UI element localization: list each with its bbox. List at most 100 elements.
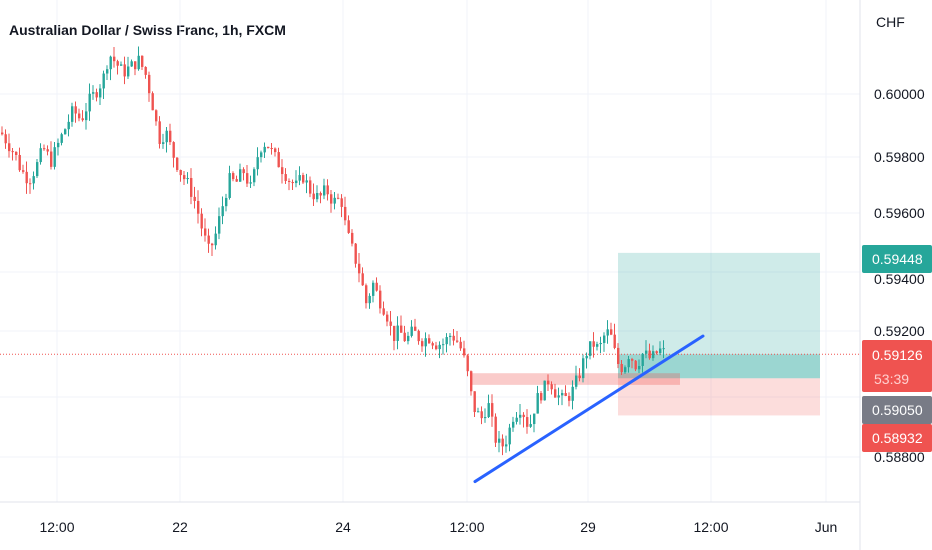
candle-body	[347, 220, 350, 233]
candle-body	[344, 206, 347, 221]
candle-body	[512, 421, 515, 428]
stop-price-label-bg	[862, 424, 932, 452]
candle-body	[197, 200, 200, 214]
candle-body	[81, 118, 84, 121]
current-price-label: 0.59126	[872, 347, 923, 363]
candle-body	[141, 55, 144, 67]
candle-body	[414, 326, 417, 331]
candle-body	[53, 147, 56, 167]
candle-body	[235, 179, 238, 182]
y-tick-label: 0.59800	[874, 149, 925, 165]
candle-body	[582, 358, 585, 379]
candle-body	[183, 175, 186, 180]
candle-body	[627, 359, 630, 368]
y-tick-label: 0.59400	[874, 271, 925, 287]
x-tick-label: 24	[335, 519, 351, 535]
candle-body	[242, 169, 245, 174]
candle-body	[15, 151, 18, 155]
candle-body	[361, 273, 364, 286]
candle-body	[456, 340, 459, 342]
candle-body	[74, 106, 77, 114]
candle-body	[211, 243, 214, 246]
candle-body	[1, 132, 4, 135]
candle-body	[85, 111, 88, 121]
candle-body	[302, 175, 305, 183]
candle-body	[550, 384, 553, 390]
current-price-tag-bg	[862, 340, 932, 392]
y-tick-label: 0.60000	[874, 86, 925, 102]
candle-body	[200, 213, 203, 229]
candle-body	[491, 403, 494, 417]
chart-title: Australian Dollar / Swiss Franc, 1h, FXC…	[9, 22, 286, 38]
position-highlight	[618, 354, 820, 379]
candle-body	[529, 424, 532, 427]
candle-body	[452, 335, 455, 341]
candle-body	[319, 193, 322, 196]
candle-body	[403, 332, 406, 342]
candle-body	[225, 197, 228, 207]
candle-body	[648, 350, 651, 359]
candle-body	[358, 263, 361, 274]
candle-body	[410, 326, 413, 336]
candle-body	[134, 61, 137, 70]
candle-body	[617, 347, 620, 364]
candle-body	[4, 134, 7, 144]
candle-body	[508, 427, 511, 445]
candle-body	[613, 334, 616, 348]
candle-body	[102, 73, 105, 89]
candle-body	[67, 121, 70, 130]
candle-body	[232, 173, 235, 180]
candle-body	[442, 344, 445, 346]
candle-body	[22, 170, 25, 172]
candle-body	[470, 371, 473, 392]
candle-body	[498, 438, 501, 443]
candle-body	[144, 66, 147, 75]
candle-body	[540, 393, 543, 401]
candle-body	[662, 348, 665, 350]
candle-body	[624, 367, 627, 373]
candle-body	[228, 173, 231, 198]
candle-body	[382, 308, 385, 315]
entry-price-label: 0.59050	[872, 402, 923, 418]
candle-body	[165, 130, 168, 143]
y-tick-label: 0.58800	[874, 449, 925, 465]
candle-body	[354, 243, 357, 264]
candle-body	[18, 154, 21, 171]
candle-body	[316, 193, 319, 200]
candle-body	[64, 129, 67, 135]
candle-body	[46, 149, 49, 152]
candle-body	[190, 177, 193, 197]
candle-body	[568, 395, 571, 401]
candle-body	[95, 92, 98, 98]
candle-body	[11, 151, 14, 153]
candle-body	[284, 174, 287, 181]
candle-body	[396, 325, 399, 341]
candle-body	[435, 345, 438, 350]
candle-body	[57, 142, 60, 148]
candle-body	[32, 176, 35, 184]
candle-body	[113, 56, 116, 62]
candle-body	[536, 393, 539, 414]
candle-body	[204, 228, 207, 236]
candle-body	[554, 389, 557, 398]
candle-body	[281, 167, 284, 175]
candle-body	[407, 335, 410, 342]
candle-body	[596, 344, 599, 347]
candle-body	[480, 411, 483, 419]
candle-body	[263, 146, 266, 153]
trendline[interactable]	[473, 334, 705, 484]
candle-body	[267, 146, 270, 149]
candle-body	[291, 181, 294, 184]
candle-body	[473, 391, 476, 413]
candle-body	[526, 417, 529, 427]
candle-body	[39, 148, 42, 163]
candle-body	[463, 348, 466, 356]
candle-body	[326, 185, 329, 195]
x-tick-label: 22	[172, 519, 188, 535]
candle-body	[652, 351, 655, 359]
candle-body	[421, 341, 424, 347]
candle-body	[256, 157, 259, 170]
candle-body	[543, 380, 546, 401]
